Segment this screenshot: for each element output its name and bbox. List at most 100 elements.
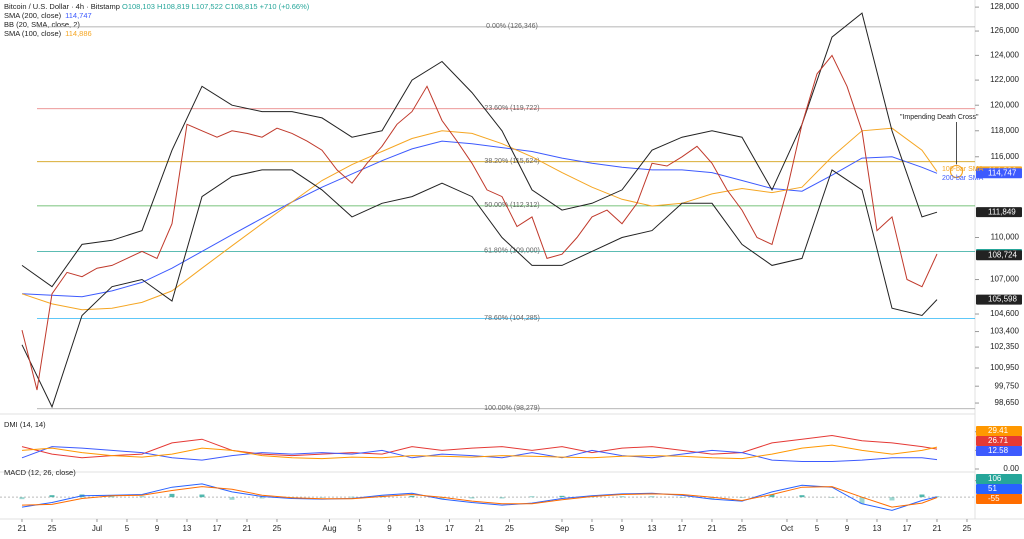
histogram-bar xyxy=(799,495,805,498)
fib-label: 61.80% (109,000) xyxy=(484,248,540,255)
x-tick-label: 17 xyxy=(903,524,912,533)
histogram-bar xyxy=(769,494,775,498)
histogram-bar xyxy=(439,497,445,500)
price-tag xyxy=(976,294,1022,305)
price-tag xyxy=(976,250,1022,261)
y-tick-label: 98,650 xyxy=(995,398,1020,407)
histogram-bar xyxy=(829,497,835,498)
x-tick-label: 25 xyxy=(963,524,972,533)
series-line xyxy=(21,169,938,409)
y-tick-label: 118,000 xyxy=(991,126,1020,135)
y-tick-label: 0.00 xyxy=(1003,464,1019,473)
x-tick-label: 5 xyxy=(125,524,130,533)
indicator-label: SMA (200, close) xyxy=(4,11,62,20)
series-line xyxy=(21,140,938,298)
y-tick-label: 102,350 xyxy=(990,342,1019,351)
x-tick-label: 13 xyxy=(183,524,192,533)
x-tick-label: 13 xyxy=(873,524,882,533)
symbol: Bitcoin / U.S. Dollar · 4h · Bitstamp xyxy=(4,2,120,11)
histogram-bar xyxy=(679,497,685,498)
fib-label: 23.60% (119,722) xyxy=(484,105,539,112)
price-tag-label: 26.71 xyxy=(988,436,1009,445)
histogram-bar xyxy=(19,497,25,500)
price-tag-label: 29.41 xyxy=(988,426,1009,435)
y-tick-label: 120,000 xyxy=(990,100,1019,109)
x-tick-label: 5 xyxy=(357,524,362,533)
price-tag-label: 51 xyxy=(988,484,997,493)
histogram-bar xyxy=(889,497,895,501)
callout: "Impending Death Cross" xyxy=(900,114,979,121)
histogram-bar xyxy=(139,496,145,498)
x-tick-label: Jul xyxy=(92,524,102,533)
panel-title: MACD (12, 26, close) xyxy=(4,468,76,477)
series-line xyxy=(21,486,938,508)
x-tick-label: 5 xyxy=(590,524,595,533)
x-tick-label: 25 xyxy=(505,524,514,533)
price-tag xyxy=(976,207,1022,218)
fib-label: 100.00% (98,279) xyxy=(484,405,540,412)
fib-label: 0.00% (126,346) xyxy=(486,23,538,30)
series-line xyxy=(21,444,938,460)
y-tick-label: 100,950 xyxy=(990,363,1019,372)
sma100-label: 100-bar SMA xyxy=(942,166,984,173)
histogram-bar xyxy=(229,497,235,500)
indicator-value: 114,886 xyxy=(65,29,92,38)
histogram-bar xyxy=(649,496,655,498)
histogram-bar xyxy=(469,497,475,499)
x-tick-label: 21 xyxy=(18,524,27,533)
x-tick-label: 25 xyxy=(273,524,282,533)
death-cross-marker xyxy=(949,164,964,179)
histogram-bar xyxy=(109,496,115,498)
x-tick-label: Aug xyxy=(322,524,336,533)
price-tag-label: 114,747 xyxy=(988,168,1017,177)
x-tick-label: 21 xyxy=(243,524,252,533)
fib-label: 50.00% (112,312) xyxy=(484,202,539,209)
y-tick-label: 122,000 xyxy=(990,75,1019,84)
price-tag xyxy=(976,168,1022,179)
price-tag-label: 106 xyxy=(988,474,1002,483)
x-tick-label: Sep xyxy=(555,524,570,533)
price-tag-label: 12.58 xyxy=(988,446,1009,455)
price-tag xyxy=(976,474,1022,484)
x-tick-label: 9 xyxy=(387,524,392,533)
fib-label: 78.60% (104,285) xyxy=(484,315,540,322)
sma200-label: 200-bar SMA xyxy=(942,175,984,182)
histogram-bar xyxy=(529,496,535,498)
x-tick-label: Oct xyxy=(781,524,794,533)
series-line xyxy=(21,483,938,511)
price-tag xyxy=(976,494,1022,504)
y-tick-label: 128,000 xyxy=(990,2,1019,11)
y-tick-label: 126,000 xyxy=(990,26,1019,35)
price-tag-label: -55 xyxy=(988,494,1000,503)
x-tick-label: 25 xyxy=(738,524,747,533)
price-tag-label: 105,598 xyxy=(988,295,1017,304)
histogram-bar xyxy=(49,495,55,498)
y-tick-label: 116,000 xyxy=(991,152,1020,161)
x-tick-label: 21 xyxy=(708,524,717,533)
histogram-bar xyxy=(499,497,505,499)
series-line xyxy=(21,434,938,459)
series-line xyxy=(21,54,938,391)
histogram-bar xyxy=(919,494,925,498)
price-tag xyxy=(976,484,1022,494)
price-tag-label: 111,849 xyxy=(988,207,1016,216)
indicator-label: SMA (100, close) xyxy=(4,29,62,38)
histogram-bar xyxy=(349,496,355,498)
x-tick-label: 17 xyxy=(678,524,687,533)
x-tick-label: 21 xyxy=(475,524,484,533)
price-tag-label: 108,724 xyxy=(988,250,1017,259)
histogram-bar xyxy=(859,497,865,504)
price-tag xyxy=(976,436,1022,446)
x-tick-label: 13 xyxy=(648,524,657,533)
panel-title: DMI (14, 14) xyxy=(4,420,46,429)
price-tag xyxy=(976,426,1022,436)
x-tick-label: 9 xyxy=(155,524,160,533)
x-tick-label: 25 xyxy=(48,524,57,533)
series-line xyxy=(21,127,938,311)
histogram-bar xyxy=(409,495,415,498)
histogram-bar xyxy=(199,494,205,498)
y-tick-label: 103,400 xyxy=(990,327,1019,336)
y-tick-label: 104,600 xyxy=(990,309,1019,318)
histogram-bar xyxy=(319,497,325,498)
